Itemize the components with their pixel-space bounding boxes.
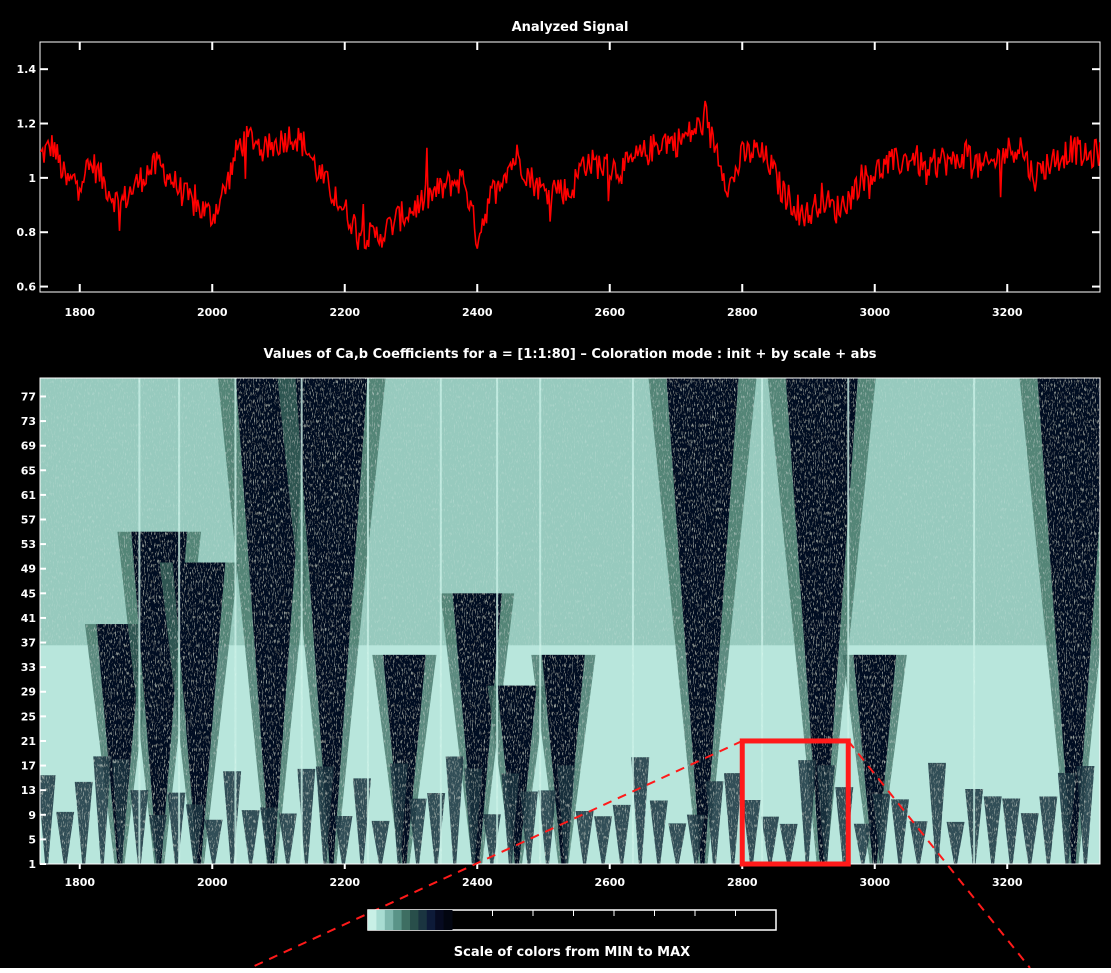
colorbar-label: Scale of colors from MIN to MAX <box>454 945 690 960</box>
heatmap-y-tick-label: 53 <box>21 538 36 551</box>
heatmap-y-tick-label: 5 <box>28 833 36 846</box>
colorbar-swatch <box>393 910 402 930</box>
signal-y-tick-label: 0.6 <box>17 281 37 294</box>
signal-x-tick-label: 2400 <box>462 306 493 319</box>
heatmap-y-tick-label: 73 <box>21 415 36 428</box>
heatmap-y-tick-label: 13 <box>21 784 36 797</box>
signal-x-tick-label: 2600 <box>594 306 625 319</box>
heatmap-y-tick-label: 25 <box>21 710 36 723</box>
heatmap-y-tick-label: 37 <box>21 637 36 650</box>
colorbar-swatch <box>418 910 427 930</box>
heatmap-y-tick-label: 61 <box>21 489 36 502</box>
signal-x-tick-label: 1800 <box>64 306 95 319</box>
heatmap-x-tick-label: 2600 <box>594 876 625 889</box>
colorbar-swatch <box>368 910 377 930</box>
heatmap-x-tick-label: 2800 <box>727 876 758 889</box>
signal-y-tick-label: 1 <box>28 172 36 185</box>
colorbar-swatch <box>444 910 453 930</box>
heatmap-plot-area <box>38 378 1111 864</box>
heatmap-y-tick-label: 57 <box>21 513 36 526</box>
signal-x-tick-label: 2000 <box>197 306 228 319</box>
heatmap-x-axis: 1800 2000 2200 2400 2600 2800 3000 3200 <box>64 864 1022 889</box>
signal-x-tick-label: 3000 <box>859 306 890 319</box>
signal-y-tick-label: 1.2 <box>17 118 37 131</box>
signal-y-axis: 0.6 0.8 1 1.2 1.4 <box>17 63 1101 293</box>
signal-panel-title: Analyzed Signal <box>512 20 629 35</box>
colorbar-swatch <box>435 910 444 930</box>
signal-y-tick-label: 0.8 <box>17 226 37 239</box>
heatmap-y-tick-label: 69 <box>21 440 36 453</box>
heatmap-y-tick-label: 1 <box>28 858 36 871</box>
heatmap-x-tick-label: 1800 <box>64 876 95 889</box>
heatmap-x-tick-label: 2400 <box>462 876 493 889</box>
colorbar-swatch <box>427 910 436 930</box>
signal-plot-area <box>40 101 1100 250</box>
colorbar-swatch <box>402 910 411 930</box>
signal-x-tick-label: 2200 <box>329 306 360 319</box>
heatmap-y-tick-label: 9 <box>28 809 36 822</box>
heatmap-y-tick-label: 45 <box>21 587 36 600</box>
heatmap-y-tick-label: 65 <box>21 464 36 477</box>
heatmap-x-tick-label: 2000 <box>197 876 228 889</box>
signal-x-tick-label: 2800 <box>727 306 758 319</box>
signal-x-axis: 1800 2000 2200 2400 2600 2800 3000 3200 <box>64 42 1022 319</box>
cwt-panel-title: Values of Ca,b Coefficients for a = [1:1… <box>263 347 876 362</box>
signal-axes-box <box>40 42 1100 292</box>
heatmap-y-tick-label: 33 <box>21 661 36 674</box>
heatmap-y-tick-label: 17 <box>21 760 36 773</box>
heatmap-x-tick-label: 3200 <box>992 876 1023 889</box>
heatmap-y-tick-label: 41 <box>21 612 36 625</box>
heatmap-y-tick-label: 21 <box>21 735 36 748</box>
colorbar-swatch <box>376 910 385 930</box>
signal-y-tick-label: 1.4 <box>17 63 37 76</box>
colorbar <box>368 910 776 930</box>
heatmap-y-tick-label: 77 <box>21 390 36 403</box>
colorbar-swatch <box>410 910 419 930</box>
heatmap-x-tick-label: 2200 <box>329 876 360 889</box>
signal-x-tick-label: 3200 <box>992 306 1023 319</box>
heatmap-y-tick-label: 29 <box>21 686 36 699</box>
signal-line <box>40 101 1100 250</box>
heatmap-y-tick-label: 49 <box>21 563 36 576</box>
heatmap-x-tick-label: 3000 <box>859 876 890 889</box>
colorbar-swatch <box>385 910 394 930</box>
